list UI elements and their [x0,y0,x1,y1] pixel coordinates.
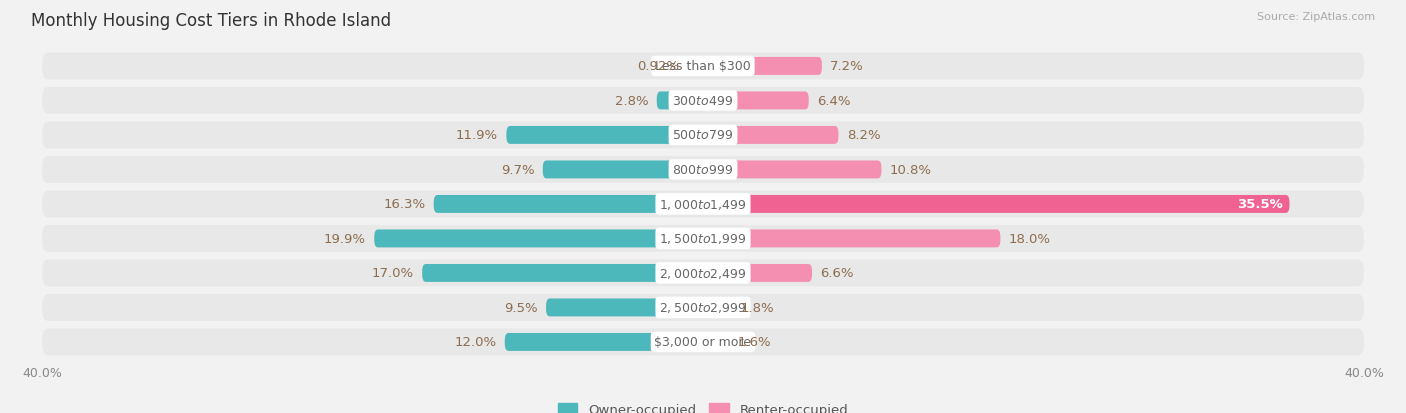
FancyBboxPatch shape [505,333,703,351]
Text: Monthly Housing Cost Tiers in Rhode Island: Monthly Housing Cost Tiers in Rhode Isla… [31,12,391,30]
Text: 16.3%: 16.3% [384,198,426,211]
FancyBboxPatch shape [42,329,1364,356]
Text: $2,500 to $2,999: $2,500 to $2,999 [659,301,747,315]
Text: 7.2%: 7.2% [830,60,863,73]
FancyBboxPatch shape [688,58,703,76]
FancyBboxPatch shape [42,53,1364,80]
Text: 6.6%: 6.6% [820,267,853,280]
FancyBboxPatch shape [703,58,823,76]
FancyBboxPatch shape [703,195,1289,214]
FancyBboxPatch shape [703,92,808,110]
FancyBboxPatch shape [42,225,1364,252]
FancyBboxPatch shape [657,92,703,110]
FancyBboxPatch shape [703,161,882,179]
FancyBboxPatch shape [42,260,1364,287]
FancyBboxPatch shape [42,191,1364,218]
FancyBboxPatch shape [422,264,703,282]
Text: $3,000 or more: $3,000 or more [655,336,751,349]
FancyBboxPatch shape [374,230,703,248]
Text: 2.8%: 2.8% [614,95,648,108]
Text: 9.7%: 9.7% [501,164,534,176]
FancyBboxPatch shape [42,88,1364,114]
FancyBboxPatch shape [703,299,733,317]
FancyBboxPatch shape [703,333,730,351]
FancyBboxPatch shape [703,264,813,282]
Text: $2,000 to $2,499: $2,000 to $2,499 [659,266,747,280]
Legend: Owner-occupied, Renter-occupied: Owner-occupied, Renter-occupied [553,397,853,413]
Text: $500 to $799: $500 to $799 [672,129,734,142]
Text: Less than $300: Less than $300 [655,60,751,73]
Text: 0.92%: 0.92% [637,60,679,73]
Text: 35.5%: 35.5% [1237,198,1282,211]
Text: 11.9%: 11.9% [456,129,498,142]
Text: 8.2%: 8.2% [846,129,880,142]
Text: $1,000 to $1,499: $1,000 to $1,499 [659,197,747,211]
Text: $1,500 to $1,999: $1,500 to $1,999 [659,232,747,246]
Text: 6.4%: 6.4% [817,95,851,108]
Text: 19.9%: 19.9% [323,233,366,245]
Text: 12.0%: 12.0% [454,336,496,349]
Text: 10.8%: 10.8% [890,164,932,176]
FancyBboxPatch shape [42,294,1364,321]
Text: 18.0%: 18.0% [1008,233,1050,245]
FancyBboxPatch shape [42,157,1364,183]
FancyBboxPatch shape [703,230,1001,248]
Text: $800 to $999: $800 to $999 [672,164,734,176]
Text: 17.0%: 17.0% [371,267,413,280]
FancyBboxPatch shape [546,299,703,317]
Text: 1.8%: 1.8% [741,301,775,314]
FancyBboxPatch shape [433,195,703,214]
FancyBboxPatch shape [543,161,703,179]
FancyBboxPatch shape [42,122,1364,149]
Text: $300 to $499: $300 to $499 [672,95,734,108]
Text: 9.5%: 9.5% [505,301,537,314]
FancyBboxPatch shape [506,127,703,145]
FancyBboxPatch shape [703,127,838,145]
Text: 1.6%: 1.6% [738,336,772,349]
Text: Source: ZipAtlas.com: Source: ZipAtlas.com [1257,12,1375,22]
